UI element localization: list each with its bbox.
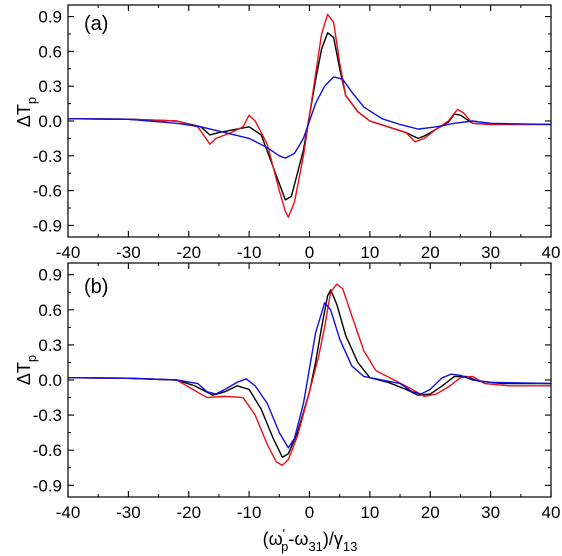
y-axis-title-sub: p bbox=[24, 355, 39, 362]
x-tick-label: -40 bbox=[56, 243, 81, 262]
x-tick-label: 20 bbox=[421, 243, 440, 262]
panel-a: -40 -30 -20 -10 0 10 20 30 40 -0.9 -0.6 -0.3 0.0 0.3 0… bbox=[14, 4, 561, 262]
panel-b: -40 -30 -20 -10 0 10 20 30 40 -0.9 -0.6 -0.3 0.0 0.3 0… bbox=[14, 262, 561, 522]
x-tick-label: 0 bbox=[305, 503, 314, 522]
series-line-3 bbox=[68, 302, 551, 449]
y-axis-title: ΔTp bbox=[14, 97, 39, 127]
y-axis-title-main: ΔT bbox=[14, 104, 34, 127]
y-tick-label: -0.9 bbox=[33, 216, 62, 235]
y-tick-label: 0.0 bbox=[38, 112, 62, 131]
y-tick-label: 0.9 bbox=[38, 8, 62, 27]
y-axis-title: ΔTp bbox=[14, 355, 39, 385]
x-tick-label: -20 bbox=[176, 503, 201, 522]
x-tick-label: -20 bbox=[176, 243, 201, 262]
series-line-3 bbox=[68, 76, 551, 159]
y-tick-label: 0.6 bbox=[38, 42, 62, 61]
x-tick-label: -30 bbox=[116, 243, 141, 262]
y-axis-title-main: ΔT bbox=[14, 362, 34, 385]
x-tick-label: 30 bbox=[481, 243, 500, 262]
y-tick-label: -0.3 bbox=[33, 406, 62, 425]
x-tick-label: -40 bbox=[56, 503, 81, 522]
series-line-2 bbox=[68, 283, 551, 467]
x-tick-label: 30 bbox=[481, 503, 500, 522]
x-tick-label: 20 bbox=[421, 503, 440, 522]
y-axis-title-sub: p bbox=[24, 97, 39, 104]
x-axis-title-text: (ω' p-ω31)/γ13 bbox=[263, 526, 358, 554]
x-tick-label: 40 bbox=[542, 503, 561, 522]
series-line-1 bbox=[68, 289, 551, 458]
x-tick-label: 10 bbox=[360, 503, 379, 522]
x-axis-title: (ω' p-ω31)/γ13 bbox=[263, 526, 358, 554]
y-tick-label: 0.3 bbox=[38, 77, 62, 96]
x-tick-label: -10 bbox=[237, 243, 262, 262]
x-tick-label: 10 bbox=[360, 243, 379, 262]
panel-label: (b) bbox=[84, 276, 108, 298]
y-tick-label: -0.6 bbox=[33, 182, 62, 201]
y-tick-label: 0.6 bbox=[38, 301, 62, 320]
panel-label: (a) bbox=[84, 13, 108, 35]
x-tick-label: 40 bbox=[542, 243, 561, 262]
y-tick-label: 0.3 bbox=[38, 336, 62, 355]
x-tick-label: -30 bbox=[116, 503, 141, 522]
x-tick-label: -10 bbox=[237, 503, 262, 522]
series-line-2 bbox=[68, 13, 551, 218]
y-tick-label: -0.9 bbox=[33, 476, 62, 495]
y-tick-label: -0.6 bbox=[33, 441, 62, 460]
y-tick-label: 0.9 bbox=[38, 266, 62, 285]
y-tick-label: -0.3 bbox=[33, 147, 62, 166]
y-tick-label: 0.0 bbox=[38, 371, 62, 390]
x-tick-label: 0 bbox=[305, 243, 314, 262]
